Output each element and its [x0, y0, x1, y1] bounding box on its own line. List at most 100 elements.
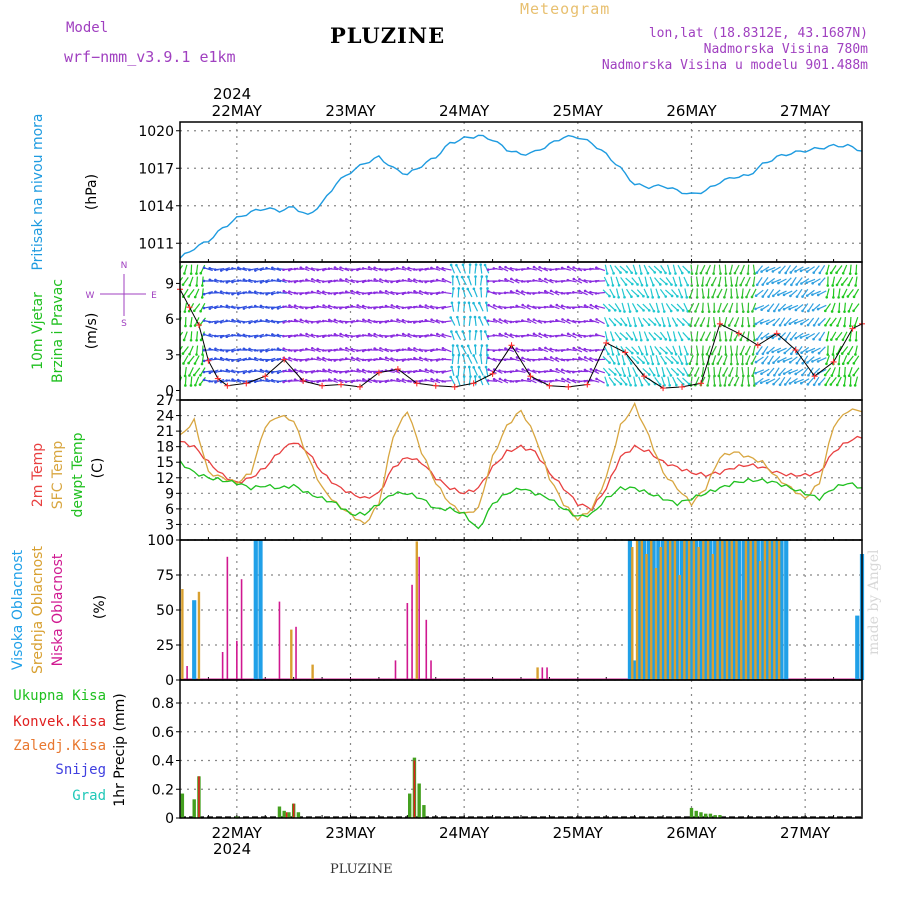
wind-barb [436, 305, 446, 309]
wind-barb-head [321, 319, 325, 323]
wind-barb [826, 264, 830, 274]
wind-barb-head [310, 290, 314, 294]
wind-barb-head [589, 290, 592, 294]
wind-barb [755, 289, 764, 297]
wind-barb [272, 349, 282, 352]
wind-barb [683, 302, 689, 312]
temperature-ytick-label-0: 0 [165, 533, 174, 549]
wind-barb-head [214, 380, 217, 384]
wind-barb [609, 264, 615, 274]
clouds-ytick-label-0: 0 [165, 673, 174, 689]
wind-barb-head [589, 368, 593, 371]
precip-bar-0 [408, 793, 412, 818]
wind-barb-head [724, 353, 728, 356]
wind-barb-head [617, 284, 621, 287]
wind-barb-head [841, 362, 845, 366]
wind-barb-head [636, 361, 640, 365]
wind-barb-head [663, 383, 666, 387]
cloud-bar-0 [703, 540, 708, 680]
cloud-bar-1 [678, 575, 681, 680]
wind-barb [724, 331, 727, 341]
clouds-ytick-label-2: 50 [156, 603, 174, 619]
wind-barb-head [310, 346, 314, 350]
wind-speed-marker [224, 382, 231, 389]
wind-barb-head [646, 295, 650, 299]
wind-barb-head [521, 290, 524, 293]
wind-barb-head [450, 330, 453, 333]
wind-barb [756, 276, 763, 286]
wind-barb [226, 320, 236, 323]
wind-barb [778, 332, 787, 340]
wind-barb-head [455, 263, 458, 267]
cloud-bar-1 [668, 540, 672, 680]
wind-barb-head [555, 368, 559, 371]
wind-barb [666, 367, 672, 376]
wind-barb-head [606, 283, 610, 287]
wind-barb [778, 347, 787, 353]
wind-barb [397, 378, 407, 384]
wind-barb [544, 357, 554, 362]
wind-barb-head [333, 369, 336, 373]
wind-barb-head [466, 344, 470, 348]
wind-barb-head [823, 309, 827, 313]
wind-barb [567, 378, 577, 384]
wind-barb [196, 276, 198, 286]
wind-barb [729, 331, 733, 341]
wind-barb-head [583, 279, 587, 282]
wind-barb [610, 345, 614, 355]
wind-barb-head [395, 305, 399, 308]
wind-barb-head [412, 305, 416, 309]
wind-barb-head [195, 284, 199, 287]
wind-barb-head [253, 369, 257, 372]
wind-barb [283, 334, 293, 337]
wind-barb-head [630, 295, 633, 299]
wind-barb [838, 355, 841, 365]
wind-barb [661, 316, 665, 326]
wind-barb-head [811, 360, 814, 363]
wind-barb [723, 288, 728, 298]
wind-barb-head [282, 321, 285, 324]
wind-barb-head [350, 369, 354, 373]
wind-barb [800, 333, 810, 339]
wind-barb-head [526, 280, 530, 283]
cloud-bar-1 [290, 629, 293, 680]
wind-barb-head [418, 268, 422, 272]
wind-barb [789, 356, 798, 363]
wind-barb-head [361, 334, 365, 337]
wind-barb-head [242, 347, 246, 351]
precip-bar-0 [417, 783, 421, 818]
wind-barb-head [509, 267, 513, 270]
wind-speed-marker [319, 382, 326, 389]
wind-barb [650, 355, 654, 365]
wind-barb-head [624, 283, 628, 286]
wind-barb [188, 345, 194, 355]
wind-barb-head [457, 287, 461, 290]
wind-barb-head [583, 335, 587, 338]
wind-barb-head [549, 356, 553, 359]
wind-barb [801, 318, 810, 325]
cloud-bar-0 [258, 540, 263, 680]
wind-barb [266, 357, 276, 362]
wind-barb-head [503, 291, 507, 295]
wind-barb-head [846, 361, 850, 365]
wind-speed-marker [830, 358, 837, 365]
wind-barb-head [486, 335, 490, 338]
cloud-bar-1 [631, 547, 634, 680]
wind-barb [654, 317, 661, 326]
wind-barb [688, 367, 695, 376]
wind-barb-head [333, 279, 336, 283]
wind-barb [813, 265, 820, 274]
wind-barb [632, 367, 638, 376]
wind-barb [614, 331, 621, 340]
precip-legend-2: Zaledj.Kisa [13, 738, 106, 754]
wind-barb-head [843, 374, 846, 378]
wind-barb [277, 279, 287, 283]
wind-barb-head [316, 347, 320, 351]
wind-barb-head [635, 374, 638, 377]
wind-barb-head [472, 366, 475, 369]
cloud-axis-label-2: Niska Oblacnost [50, 553, 66, 666]
wind-barb-head [487, 368, 490, 371]
wind-barb [644, 345, 648, 355]
wind-barb [789, 369, 799, 374]
pressure-line [179, 134, 863, 259]
